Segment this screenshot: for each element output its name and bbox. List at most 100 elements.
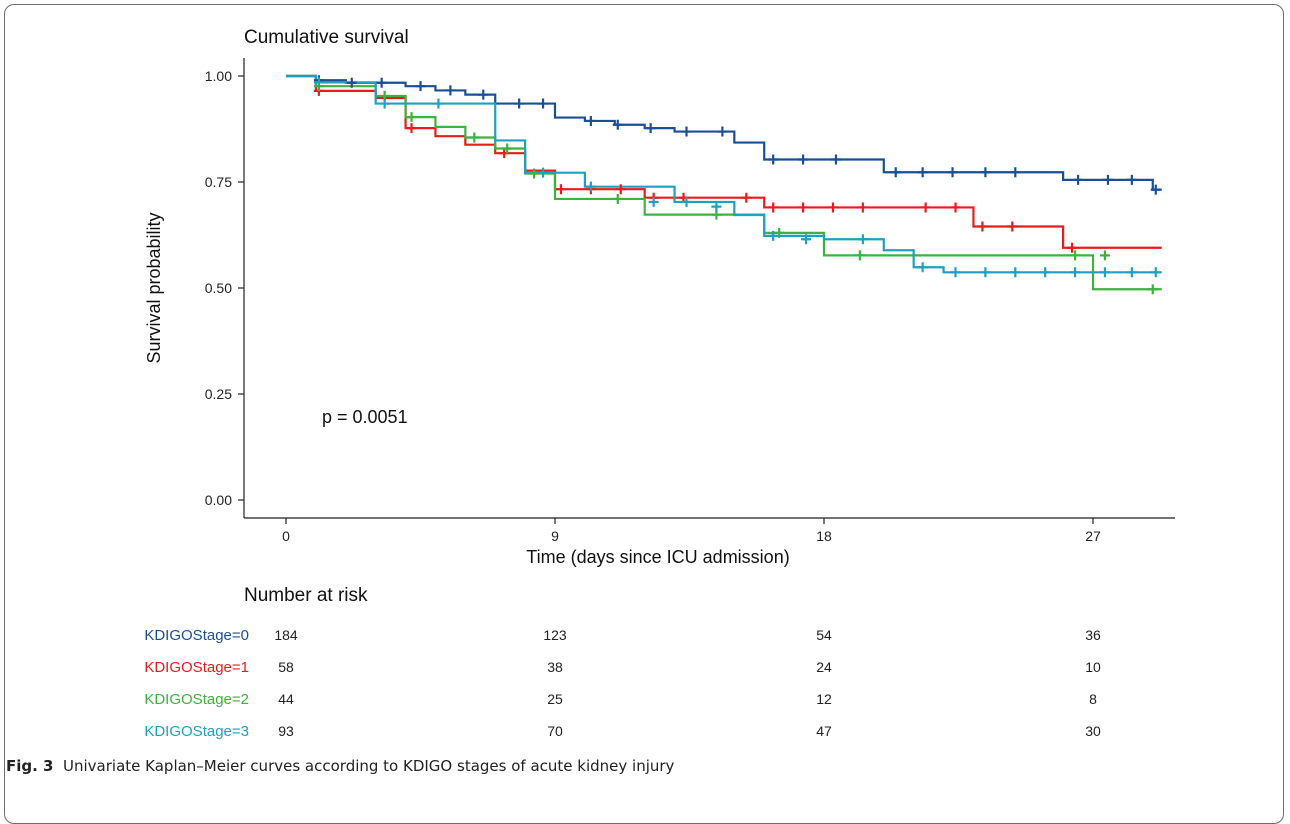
censor-mark-stage-0 xyxy=(917,167,928,178)
risk-count: 8 xyxy=(1089,691,1097,707)
censor-mark-stage-1 xyxy=(827,202,838,213)
censor-mark-stage-3 xyxy=(950,267,961,278)
risk-count: 38 xyxy=(547,659,563,675)
censor-mark-stage-3 xyxy=(313,77,324,88)
y-axis-label: Survival probability xyxy=(144,212,164,363)
censor-mark-stage-1 xyxy=(798,202,809,213)
censor-mark-stage-0 xyxy=(830,154,841,165)
censor-mark-stage-0 xyxy=(346,77,357,88)
censor-mark-stage-1 xyxy=(406,123,417,134)
risk-count: 70 xyxy=(547,723,563,739)
x-ticks: 0 9 18 27 xyxy=(282,518,1101,544)
censor-mark-stage-2 xyxy=(1099,250,1110,261)
censor-mark-stage-1 xyxy=(1067,242,1078,253)
censor-mark-stage-0 xyxy=(415,81,426,92)
survival-curves xyxy=(286,74,1162,291)
y-ticks: 0.00 0.25 0.50 0.75 1.00 xyxy=(205,68,244,508)
censor-mark-stage-0 xyxy=(1126,174,1137,185)
censor-mark-stage-0 xyxy=(980,167,991,178)
censor-mark-stage-1 xyxy=(920,202,931,213)
risk-count: 54 xyxy=(816,627,832,643)
censor-mark-stage-3 xyxy=(585,181,596,192)
risk-count: 30 xyxy=(1085,723,1101,739)
censor-mark-stage-2 xyxy=(469,132,480,143)
risk-row-label: KDIGOStage=0 xyxy=(144,627,249,644)
risk-count: 24 xyxy=(816,659,832,675)
censor-mark-stage-2 xyxy=(1070,250,1081,261)
censor-mark-stage-3 xyxy=(379,98,390,109)
censor-mark-stage-3 xyxy=(538,167,549,178)
censor-mark-stage-2 xyxy=(502,143,513,154)
x-tick-label: 9 xyxy=(551,528,559,544)
censor-mark-stage-0 xyxy=(645,123,656,134)
censor-mark-stage-1 xyxy=(615,184,626,195)
censor-mark-stage-0 xyxy=(478,89,489,100)
censor-mark-stage-1 xyxy=(1007,221,1018,232)
censor-mark-stage-0 xyxy=(681,126,692,137)
censor-mark-stage-3 xyxy=(681,196,692,207)
censor-mark-stage-2 xyxy=(612,193,623,204)
censor-mark-stage-1 xyxy=(977,221,988,232)
censor-mark-stage-1 xyxy=(950,202,961,213)
risk-row-label: KDIGOStage=1 xyxy=(144,659,249,676)
risk-count: 184 xyxy=(274,627,298,643)
risk-count: 58 xyxy=(278,659,294,675)
censor-mark-stage-0 xyxy=(947,167,958,178)
p-value-annotation: p = 0.0051 xyxy=(322,407,408,427)
censor-mark-stage-3 xyxy=(1126,267,1137,278)
censor-mark-stage-3 xyxy=(1150,267,1161,278)
risk-count: 47 xyxy=(816,723,832,739)
curve-stage-1 xyxy=(286,74,1162,249)
y-tick-label: 0.25 xyxy=(205,386,232,402)
risk-table: KDIGOStage=0 184 123 54 36 KDIGOStage=1 58 38 24… xyxy=(144,627,1101,740)
censor-mark-stage-3 xyxy=(1010,267,1021,278)
risk-count: 25 xyxy=(547,691,563,707)
censor-mark-stage-0 xyxy=(798,154,809,165)
censor-mark-stage-3 xyxy=(801,234,812,245)
censor-mark-stage-3 xyxy=(917,262,928,273)
censor-mark-stage-2 xyxy=(529,168,540,179)
censor-mark-stage-3 xyxy=(857,234,868,245)
y-tick-label: 0.75 xyxy=(205,174,232,190)
risk-table-title: Number at risk xyxy=(244,585,368,606)
km-chart: Cumulative survival 0.00 0.25 0.50 0.75 1.00… xyxy=(144,27,1175,740)
censor-mark-stage-1 xyxy=(768,202,779,213)
censor-mark-stage-1 xyxy=(741,192,752,203)
censor-mark-stage-2 xyxy=(854,250,865,261)
censor-mark-stage-2 xyxy=(1147,284,1158,295)
censor-mark-stage-3 xyxy=(980,267,991,278)
x-tick-label: 27 xyxy=(1085,528,1101,544)
risk-row-label: KDIGOStage=2 xyxy=(144,691,249,708)
figure-caption: Fig. 3 Univariate Kaplan–Meier curves ac… xyxy=(6,757,674,775)
x-tick-label: 0 xyxy=(282,528,290,544)
censor-mark-stage-0 xyxy=(1010,167,1021,178)
risk-count: 36 xyxy=(1085,627,1101,643)
risk-count: 10 xyxy=(1085,659,1101,675)
axes xyxy=(243,58,1175,519)
censor-mark-stage-1 xyxy=(555,184,566,195)
risk-count: 93 xyxy=(278,723,294,739)
censor-mark-stage-0 xyxy=(445,85,456,96)
censor-marks xyxy=(313,75,1161,295)
censor-mark-stage-0 xyxy=(768,154,779,165)
censor-mark-stage-3 xyxy=(433,98,444,109)
censor-mark-stage-0 xyxy=(717,126,728,137)
risk-count: 12 xyxy=(816,691,832,707)
caption-text: Univariate Kaplan–Meier curves according… xyxy=(63,757,675,775)
censor-mark-stage-0 xyxy=(376,77,387,88)
censor-mark-stage-2 xyxy=(406,112,417,123)
censor-mark-stage-3 xyxy=(648,196,659,207)
censor-mark-stage-0 xyxy=(514,98,525,109)
x-axis-label: Time (days since ICU admission) xyxy=(526,547,789,567)
y-tick-label: 0.50 xyxy=(205,280,232,296)
censor-mark-stage-0 xyxy=(538,98,549,109)
censor-mark-stage-2 xyxy=(774,227,785,238)
risk-count: 123 xyxy=(543,627,567,643)
censor-mark-stage-3 xyxy=(1099,267,1110,278)
censor-mark-stage-0 xyxy=(1102,174,1113,185)
chart-title: Cumulative survival xyxy=(244,27,409,48)
risk-count: 44 xyxy=(278,691,294,707)
risk-row-label: KDIGOStage=3 xyxy=(144,723,249,740)
curve-stage-3 xyxy=(286,74,1162,274)
censor-mark-stage-3 xyxy=(768,230,779,241)
